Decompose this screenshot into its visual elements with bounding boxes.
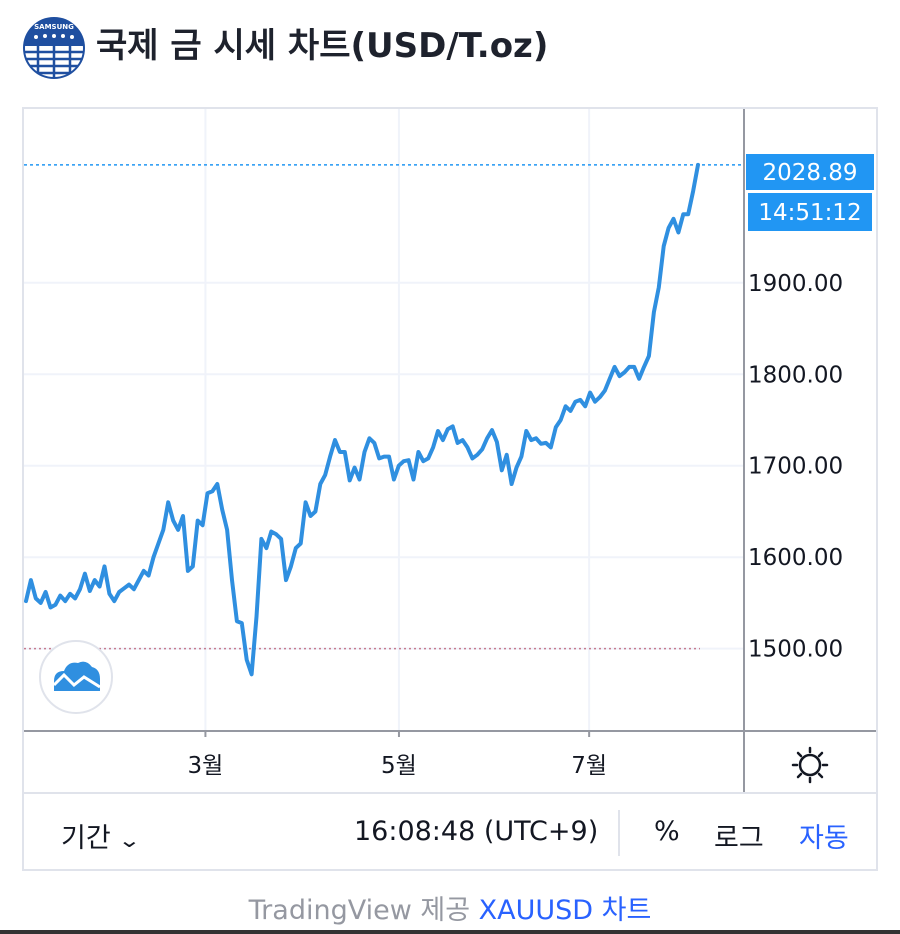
clock-readout[interactable]: 16:08:48 (UTC+9) <box>354 816 599 847</box>
attribution-provider: TradingView 제공 <box>248 895 471 926</box>
chart-widget: 1500.00 1600.00 1700.00 1800.00 1900.00 3월 5월… <box>22 107 878 871</box>
xauusd-chart-link[interactable]: XAUUSD 차트 <box>478 895 652 926</box>
time-axis: 3월 5월 7월 <box>188 731 607 779</box>
page-title: 국제 금 시세 차트(USD/T.oz) <box>96 26 549 66</box>
price-axis: 1500.00 1600.00 1700.00 1800.00 1900.00 <box>748 271 843 663</box>
y-tick-label: 1600.00 <box>748 545 843 571</box>
attribution: TradingView 제공 XAUUSD 차트 <box>0 888 900 927</box>
y-tick-label: 1700.00 <box>748 454 843 480</box>
auto-scale-button[interactable]: 자동 <box>799 823 849 854</box>
samsung-logo-icon: SAMSUNG <box>23 17 85 79</box>
last-price-tag <box>746 154 874 190</box>
chevron-down-icon: ⌄ <box>117 828 141 852</box>
price-series-line <box>24 162 700 677</box>
y-tick-label: 1900.00 <box>748 271 843 297</box>
price-tags: 2028.89 14:51:12 <box>746 154 874 231</box>
grid <box>24 109 744 731</box>
price-chart[interactable]: 1500.00 1600.00 1700.00 1800.00 1900.00 3월 5월… <box>24 109 876 792</box>
logo-text: SAMSUNG <box>34 23 74 31</box>
last-price-label: 2028.89 <box>762 160 857 186</box>
last-time-tag <box>748 193 872 231</box>
x-tick-label: 3월 <box>188 753 224 779</box>
chart-toolbar: 기간 ⌄ 16:08:48 (UTC+9) % 로그 자동 <box>24 792 876 871</box>
period-dropdown[interactable]: 기간 ⌄ <box>61 816 141 855</box>
percent-scale-button[interactable]: % <box>654 816 680 847</box>
settings-gear-icon[interactable] <box>791 746 829 784</box>
tradingview-cloud-icon[interactable] <box>39 640 113 714</box>
screen-bottom-edge <box>0 930 900 934</box>
period-label: 기간 <box>61 823 111 854</box>
y-tick-label: 1800.00 <box>748 362 843 388</box>
log-scale-button[interactable]: 로그 <box>714 823 764 854</box>
x-tick-label: 5월 <box>381 753 417 779</box>
x-tick-label: 7월 <box>571 753 607 779</box>
header: SAMSUNG 국제 금 시세 차트(USD/T.oz) <box>22 14 882 80</box>
last-time-label: 14:51:12 <box>758 200 861 226</box>
y-tick-label: 1500.00 <box>748 637 843 663</box>
toolbar-divider <box>618 810 620 856</box>
